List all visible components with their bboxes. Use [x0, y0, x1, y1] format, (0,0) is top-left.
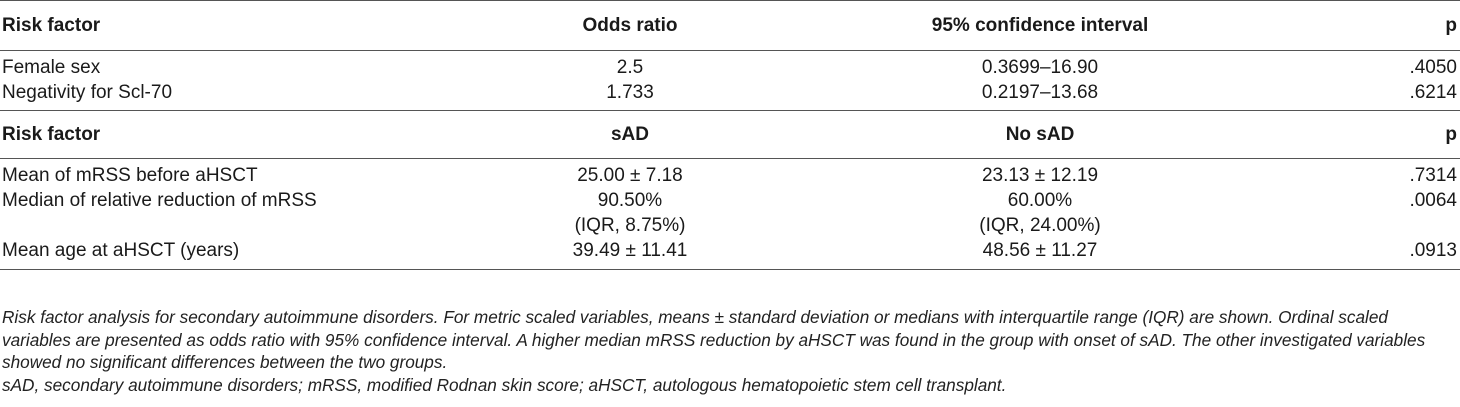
- header-confidence-interval: 95% confidence interval: [760, 0, 1320, 51]
- confidence-interval-cell: 0.3699–16.90: [981, 57, 1099, 78]
- row-label: [0, 213, 500, 238]
- header-sad: sAD: [500, 110, 760, 159]
- sad-cell: 90.50%: [597, 190, 663, 211]
- p-value-cell: .0064: [1409, 190, 1457, 211]
- no-sad-cell: 23.13 ± 12.19: [981, 165, 1099, 186]
- sad-cell: (IQR, 8.75%): [574, 215, 686, 236]
- p-value-cell: .0913: [1320, 238, 1460, 270]
- header-risk-factor: Risk factor: [0, 110, 500, 159]
- row-label: Mean of mRSS before aHSCT: [2, 165, 258, 186]
- row-label: Median of relative reduction of mRSS: [2, 190, 317, 211]
- sad-cell: 25.00 ± 7.18: [577, 165, 683, 186]
- table-footnotes: Risk factor analysis for secondary autoi…: [2, 306, 1458, 396]
- table-row: Median of relative reduction of mRSS 90.…: [0, 188, 1460, 213]
- sad-cell: 39.49 ± 11.41: [500, 238, 760, 270]
- row-label: Mean age at aHSCT (years): [0, 238, 500, 270]
- risk-factor-table: Risk factor Odds ratio 95% confidence in…: [0, 0, 1460, 270]
- table-row: Female sex 2.5 0.3699–16.90 .4050: [0, 51, 1460, 81]
- odds-ratio-cell: 1.733: [606, 82, 654, 103]
- row-label: Female sex: [2, 57, 101, 78]
- abbreviations-note: sAD, secondary autoimmune disorders; mRS…: [2, 374, 1007, 395]
- no-sad-cell: (IQR, 24.00%): [979, 215, 1101, 236]
- confidence-interval-cell: 0.2197–13.68: [981, 82, 1099, 103]
- p-value-cell: [1320, 213, 1460, 238]
- table-row: Mean of mRSS before aHSCT 25.00 ± 7.18 2…: [0, 159, 1460, 189]
- table-caption: Risk factor analysis for secondary autoi…: [2, 307, 1426, 372]
- table-header-row: Risk factor sAD No sAD p: [0, 110, 1460, 159]
- header-no-sad: No sAD: [760, 110, 1320, 159]
- header-odds-ratio: Odds ratio: [500, 0, 760, 51]
- table-header-row: Risk factor Odds ratio 95% confidence in…: [0, 0, 1460, 51]
- no-sad-cell: 48.56 ± 11.27: [760, 238, 1320, 270]
- row-label: Negativity for Scl-70: [2, 82, 173, 103]
- header-p-value: p: [1320, 110, 1460, 159]
- header-p-value: p: [1320, 0, 1460, 51]
- odds-ratio-cell: 2.5: [616, 57, 644, 78]
- p-value-cell: .7314: [1409, 165, 1457, 186]
- p-value-cell: .6214: [1409, 82, 1457, 103]
- header-risk-factor: Risk factor: [0, 0, 500, 51]
- table-row: Mean age at aHSCT (years) 39.49 ± 11.41 …: [0, 238, 1460, 270]
- p-value-cell: .4050: [1409, 57, 1457, 78]
- table-row-continuation: (IQR, 8.75%) (IQR, 24.00%): [0, 213, 1460, 238]
- table-row: Negativity for Scl-70 1.733 0.2197–13.68…: [0, 80, 1460, 111]
- no-sad-cell: 60.00%: [1007, 190, 1073, 211]
